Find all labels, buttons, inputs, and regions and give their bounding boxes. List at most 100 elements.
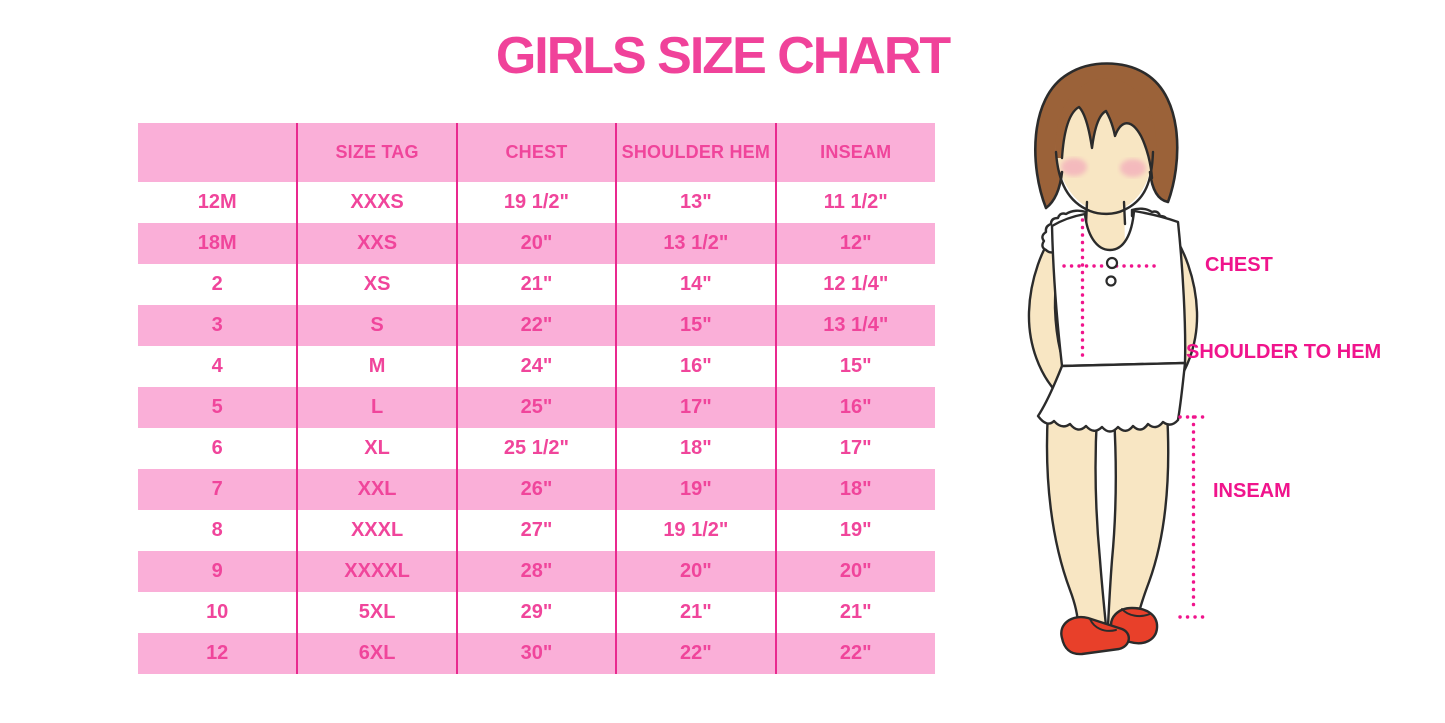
table-cell: 3 bbox=[138, 305, 299, 346]
girl-hair-fringe bbox=[1055, 78, 1157, 178]
girl-leg-right bbox=[1106, 410, 1170, 628]
table-row: 9 XXXXL 28" 20" 20" bbox=[138, 551, 935, 592]
table-cell: 16" bbox=[775, 387, 935, 428]
girl-blush-left bbox=[1061, 158, 1087, 176]
button-bottom bbox=[1105, 275, 1117, 287]
girl-jaw-outline bbox=[1054, 150, 1155, 216]
table-row: 12 6XL 30" 22" 22" bbox=[138, 633, 935, 674]
table-row: 3 S 22" 15" 13 1/4" bbox=[138, 305, 935, 346]
column-header bbox=[138, 123, 299, 182]
table-cell: XXXXL bbox=[297, 551, 458, 592]
table-row: 12M XXXS 19 1/2" 13" 11 1/2" bbox=[138, 182, 935, 223]
table-cell: 14" bbox=[616, 264, 777, 305]
table-cell: XL bbox=[297, 428, 458, 469]
table-cell: 11 1/2" bbox=[775, 182, 935, 223]
table-cell: L bbox=[297, 387, 458, 428]
girl-shoe-left-strap bbox=[1089, 618, 1117, 632]
table-cell: 5XL bbox=[297, 592, 458, 633]
page-title: GIRLS SIZE CHART bbox=[495, 27, 951, 85]
column-header: INSEAM bbox=[775, 123, 935, 182]
table-cell: 25 1/2" bbox=[456, 428, 618, 469]
table-cell: 15" bbox=[616, 305, 777, 346]
table-row: 7 XXL 26" 19" 18" bbox=[138, 469, 935, 510]
table-cell: 21" bbox=[616, 592, 777, 633]
size-chart-table: SIZE TAG CHEST SHOULDER HEM INSEAM 12M XXXS 1… bbox=[138, 123, 935, 674]
table-cell: 29" bbox=[456, 592, 618, 633]
table-cell: 13 1/4" bbox=[775, 305, 935, 346]
table-row: 18M XXS 20" 13 1/2" 12" bbox=[138, 223, 935, 264]
table-cell: 16" bbox=[616, 346, 777, 387]
table-cell: 26" bbox=[456, 469, 618, 510]
table-cell: XXS bbox=[297, 223, 458, 264]
girl-measurement-figure: CHEST SHOULDER TO HEM INSEAM bbox=[1000, 50, 1445, 700]
girl-neck bbox=[1086, 190, 1125, 254]
table-cell: 20" bbox=[616, 551, 777, 592]
table-cell: 21" bbox=[775, 592, 935, 633]
table-cell: 22" bbox=[775, 633, 935, 674]
table-cell: 28" bbox=[456, 551, 618, 592]
table-cell: S bbox=[297, 305, 458, 346]
size-table-body: 12M XXXS 19 1/2" 13" 11 1/2" 18M XXS 20" 13 1/2"… bbox=[138, 182, 935, 674]
girl-figure bbox=[1027, 62, 1199, 656]
girl-shoe-right-strap bbox=[1121, 608, 1151, 618]
table-cell: 24" bbox=[456, 346, 618, 387]
shirt-buttons bbox=[1105, 256, 1119, 287]
table-cell: 19 1/2" bbox=[456, 182, 618, 223]
shoulder-to-hem-label: SHOULDER TO HEM bbox=[1186, 341, 1382, 363]
column-header: SHOULDER HEM bbox=[616, 123, 777, 182]
table-cell: XXXS bbox=[297, 182, 458, 223]
table-cell: 6XL bbox=[297, 633, 458, 674]
table-row: 10 5XL 29" 21" 21" bbox=[138, 592, 935, 633]
table-cell: 2 bbox=[138, 264, 299, 305]
table-cell: 18M bbox=[138, 223, 299, 264]
table-cell: 22" bbox=[616, 633, 777, 674]
table-cell: 27" bbox=[456, 510, 618, 551]
girl-top bbox=[1050, 209, 1187, 368]
table-cell: 13 1/2" bbox=[616, 223, 777, 264]
column-header: CHEST bbox=[456, 123, 618, 182]
table-cell: 7 bbox=[138, 469, 299, 510]
table-row: 6 XL 25 1/2" 18" 17" bbox=[138, 428, 935, 469]
table-cell: 17" bbox=[616, 387, 777, 428]
table-cell: 18" bbox=[775, 469, 935, 510]
table-cell: 15" bbox=[775, 346, 935, 387]
table-cell: 19" bbox=[616, 469, 777, 510]
table-row: 2 XS 21" 14" 12 1/4" bbox=[138, 264, 935, 305]
table-cell: 25" bbox=[456, 387, 618, 428]
table-cell: 17" bbox=[775, 428, 935, 469]
table-cell: 21" bbox=[456, 264, 618, 305]
inseam-label: INSEAM bbox=[1213, 480, 1291, 502]
table-cell: 12M bbox=[138, 182, 299, 223]
table-cell: 19" bbox=[775, 510, 935, 551]
table-cell: 5 bbox=[138, 387, 299, 428]
measurement-lines bbox=[1062, 218, 1206, 619]
chest-label: CHEST bbox=[1205, 254, 1273, 276]
table-cell: 18" bbox=[616, 428, 777, 469]
button-top bbox=[1105, 256, 1119, 270]
table-cell: 13" bbox=[616, 182, 777, 223]
girl-blush-right bbox=[1120, 159, 1146, 177]
table-cell: XS bbox=[297, 264, 458, 305]
column-header: SIZE TAG bbox=[297, 123, 458, 182]
table-cell: XXL bbox=[297, 469, 458, 510]
table-cell: 12 bbox=[138, 633, 299, 674]
table-cell: 20" bbox=[775, 551, 935, 592]
table-cell: 30" bbox=[456, 633, 618, 674]
table-row: 4 M 24" 16" 15" bbox=[138, 346, 935, 387]
table-cell: 12 1/4" bbox=[775, 264, 935, 305]
girl-skirt bbox=[1036, 361, 1187, 433]
table-row: 5 L 25" 17" 16" bbox=[138, 387, 935, 428]
table-row: 8 XXXL 27" 19 1/2" 19" bbox=[138, 510, 935, 551]
table-cell: 12" bbox=[775, 223, 935, 264]
table-cell: 6 bbox=[138, 428, 299, 469]
table-cell: M bbox=[297, 346, 458, 387]
table-cell: 22" bbox=[456, 305, 618, 346]
table-cell: 4 bbox=[138, 346, 299, 387]
table-cell: XXXL bbox=[297, 510, 458, 551]
girl-illustration bbox=[1027, 62, 1206, 656]
girl-shoe-left bbox=[1060, 615, 1130, 656]
girl-fringe-outline bbox=[1060, 105, 1154, 180]
table-cell: 9 bbox=[138, 551, 299, 592]
table-cell: 10 bbox=[138, 592, 299, 633]
table-cell: 19 1/2" bbox=[616, 510, 777, 551]
